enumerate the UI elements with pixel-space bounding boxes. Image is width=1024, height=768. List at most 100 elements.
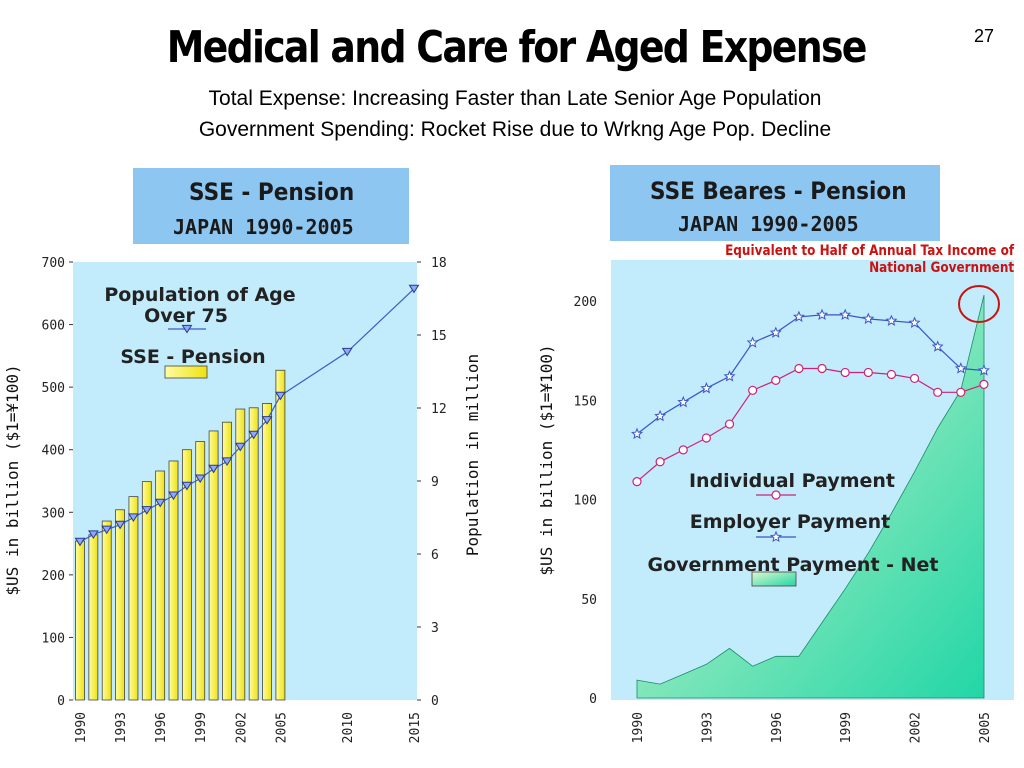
- left-y-axis-label: $US in billion ($1=¥100): [3, 364, 22, 595]
- right-x-tick-label: 1990: [631, 712, 646, 743]
- left-bar: [75, 540, 85, 701]
- right-x-tick-label: 1993: [700, 712, 715, 743]
- right-individual-marker: [886, 369, 897, 380]
- left-y2-axis-label: Population in million: [463, 354, 482, 556]
- left-y-tick-label: 300: [42, 506, 65, 521]
- right-employer-marker: [931, 340, 944, 352]
- left-y2-tick-label: 18: [431, 256, 447, 271]
- right-individual-marker: [909, 373, 920, 384]
- annotation-line-1: Equivalent to Half of Annual Tax Income …: [724, 243, 1014, 259]
- left-y2-tick-label: 0: [431, 694, 439, 709]
- left-chart-title: SSE - Pension: [189, 178, 355, 206]
- right-x-tick-label: 1999: [839, 712, 854, 743]
- left-y2-tick-label: 15: [431, 329, 447, 344]
- left-y-tick-label: 500: [42, 381, 65, 396]
- right-employer-marker: [954, 362, 967, 374]
- right-individual-marker: [794, 363, 804, 374]
- left-population-marker: [234, 442, 246, 452]
- left-population-marker: [114, 520, 126, 530]
- right-individual-marker: [678, 445, 688, 455]
- left-legend-population-marker: [181, 324, 193, 334]
- annotation-tax-income: Equivalent to Half of Annual Tax Income …: [725, 243, 1014, 277]
- left-y-tick-label: 600: [42, 319, 65, 334]
- right-legend-individual-label: Individual Payment: [689, 470, 895, 492]
- left-bar: [208, 430, 219, 701]
- left-x-tick-label: 1990: [74, 712, 89, 743]
- left-population-marker: [194, 474, 206, 484]
- left-legend-sse-swatch: [164, 365, 208, 379]
- right-x-tick-label: 2002: [909, 712, 924, 743]
- left-bar: [115, 509, 125, 701]
- right-individual-marker: [748, 385, 758, 395]
- right-employer-marker: [700, 381, 713, 394]
- right-individual-marker: [771, 375, 781, 385]
- left-population-marker: [261, 416, 273, 425]
- left-y-tick-label: 400: [42, 444, 65, 459]
- left-bar: [195, 441, 206, 701]
- left-x-tick-label: 2005: [274, 712, 289, 743]
- left-population-marker: [168, 491, 179, 501]
- left-y-tick-label: 100: [42, 631, 65, 646]
- left-chart-subtitle: JAPAN 1990-2005: [173, 215, 354, 239]
- left-y-tick-label: 200: [42, 569, 65, 584]
- left-population-marker: [408, 284, 420, 294]
- left-bar: [101, 520, 112, 701]
- left-population-marker: [181, 481, 193, 491]
- right-employer-marker: [862, 312, 875, 324]
- left-bar: [88, 534, 99, 701]
- right-employer-marker: [816, 308, 829, 320]
- left-population-marker: [141, 506, 153, 515]
- left-legend-sse-label: SSE - Pension: [120, 346, 265, 368]
- left-x-tick-label: 1993: [114, 712, 129, 743]
- right-chart-subtitle: JAPAN 1990-2005: [678, 212, 859, 236]
- right-individual-line: [636, 367, 985, 483]
- left-legend-population-label-1: Population of Age: [104, 284, 295, 306]
- right-individual-marker: [817, 363, 827, 374]
- right-legend-employer-label: Employer Payment: [690, 511, 891, 533]
- right-employer-marker: [908, 316, 921, 328]
- right-legend-government-label: Government Payment - Net: [647, 554, 938, 576]
- right-y-tick-label: 0: [589, 692, 597, 707]
- left-bar: [155, 470, 166, 701]
- right-employer-marker: [792, 310, 805, 322]
- right-individual-marker: [933, 387, 943, 397]
- left-bar: [181, 449, 192, 701]
- right-employer-marker: [839, 308, 852, 320]
- left-bar: [248, 407, 259, 701]
- subtitle-government-spending: Government Spending: Rocket Rise due to …: [198, 118, 832, 141]
- left-population-marker: [274, 391, 286, 401]
- right-individual-marker: [863, 367, 873, 378]
- left-bar: [141, 481, 152, 701]
- right-government-area: [636, 294, 985, 699]
- left-y-tick-label: 700: [42, 256, 65, 271]
- left-population-marker: [248, 430, 260, 440]
- left-x-tick-label: 1999: [194, 712, 209, 743]
- right-employer-marker: [885, 314, 898, 326]
- left-x-tick-label: 1996: [154, 712, 169, 743]
- right-y-tick-label: 50: [581, 593, 597, 608]
- left-population-marker: [341, 347, 353, 357]
- left-population-marker: [87, 530, 99, 540]
- right-chart-title: SSE Beares - Pension: [650, 177, 907, 205]
- right-employer-line: [636, 314, 985, 435]
- right-employer-marker: [654, 409, 667, 422]
- right-individual-marker: [724, 419, 735, 429]
- right-employer-marker: [977, 364, 990, 376]
- right-y-axis-label: $US in billion ($1=¥100): [537, 344, 556, 575]
- right-x-tick-label: 2005: [978, 712, 993, 743]
- left-bar: [222, 421, 232, 701]
- right-individual-marker: [979, 379, 989, 389]
- left-legend-population-label-2: Over 75: [144, 305, 228, 327]
- right-employer-marker: [769, 326, 782, 338]
- slide-title: Medical and Care for Aged Expense: [166, 22, 868, 73]
- right-individual-marker: [956, 387, 966, 397]
- right-individual-marker: [701, 433, 711, 443]
- right-employer-marker: [630, 427, 644, 440]
- right-employer-marker: [746, 336, 759, 348]
- right-employer-marker: [677, 395, 690, 408]
- left-y2-tick-label: 9: [431, 475, 439, 490]
- left-bar: [168, 460, 179, 701]
- left-bar: [262, 403, 272, 701]
- left-population-marker: [74, 537, 86, 547]
